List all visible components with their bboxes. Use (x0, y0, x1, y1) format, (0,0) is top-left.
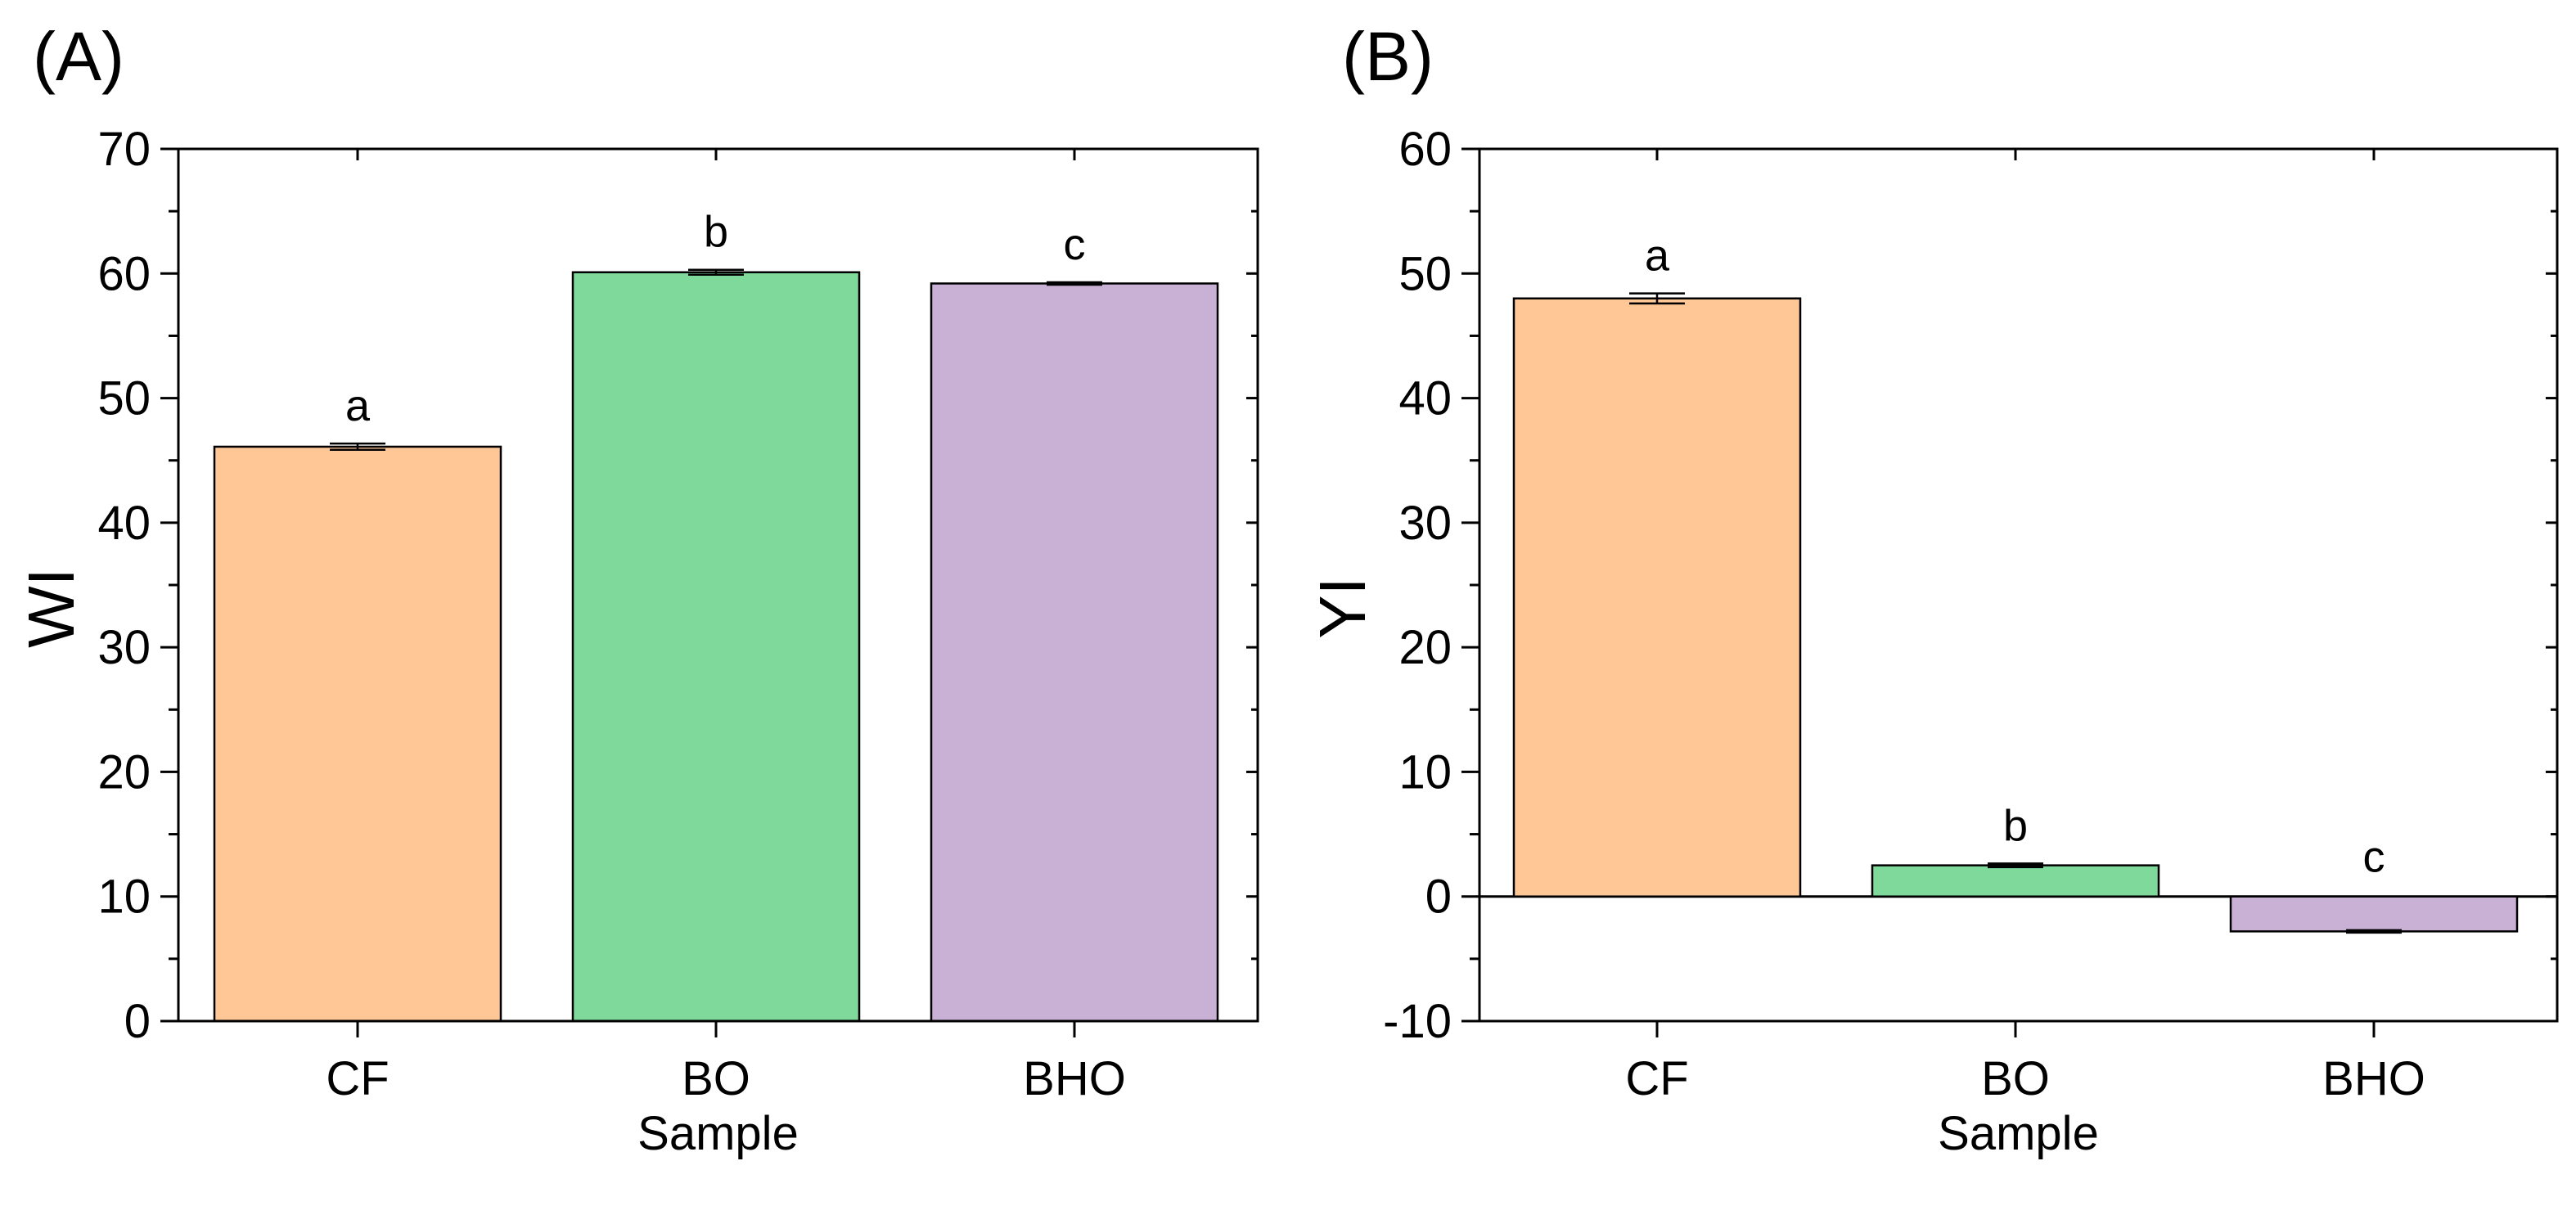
significance-letter: c (1064, 220, 1086, 269)
y-tick-label: 0 (124, 995, 151, 1048)
bar-cf (213, 445, 502, 1023)
plot-frame (177, 147, 1259, 1023)
x-tick-label: CF (326, 1052, 389, 1105)
bar-bo (1871, 864, 2160, 898)
y-tick-label: 50 (97, 372, 151, 425)
x-axis-title: Sample (637, 1107, 799, 1160)
y-tick-label: 40 (1398, 372, 1452, 425)
y-tick-label: 30 (1398, 497, 1452, 550)
y-tick-label: 30 (97, 621, 151, 674)
significance-letter: a (1645, 232, 1670, 281)
x-tick-label: CF (1625, 1052, 1688, 1105)
significance-letter: b (704, 208, 728, 257)
bar-bho (2229, 895, 2519, 933)
significance-letter: b (2003, 801, 2028, 850)
x-tick-label: BHO (2322, 1052, 2425, 1105)
y-axis-title: YI (1306, 577, 1379, 639)
y-tick-label: 70 (97, 123, 151, 176)
panel-label: (B) (1342, 18, 1434, 95)
x-tick-label: BO (682, 1052, 750, 1105)
panel-label: (A) (33, 18, 124, 95)
significance-letter: a (345, 381, 371, 430)
y-tick-label: 20 (1398, 621, 1452, 674)
x-axis-title: Sample (1938, 1107, 2099, 1160)
y-tick-label: 60 (1398, 123, 1452, 176)
y-tick-label: 60 (97, 247, 151, 300)
significance-letter: c (2363, 833, 2385, 882)
y-tick-label: 0 (1425, 871, 1452, 924)
y-tick-label: 20 (97, 745, 151, 799)
bar-bho (930, 282, 1219, 1023)
plot-frame (1478, 147, 2559, 1023)
bar-bo (571, 271, 861, 1023)
x-tick-label: BO (1981, 1052, 2050, 1105)
y-tick-label: 40 (97, 497, 151, 550)
y-tick-label: 50 (1398, 247, 1452, 300)
bar-cf (1512, 297, 1802, 898)
y-tick-label: -10 (1383, 995, 1452, 1048)
y-tick-label: 10 (1398, 745, 1452, 799)
x-tick-label: BHO (1023, 1052, 1126, 1105)
y-tick-label: 10 (97, 871, 151, 924)
y-axis-title: WI (15, 568, 88, 648)
